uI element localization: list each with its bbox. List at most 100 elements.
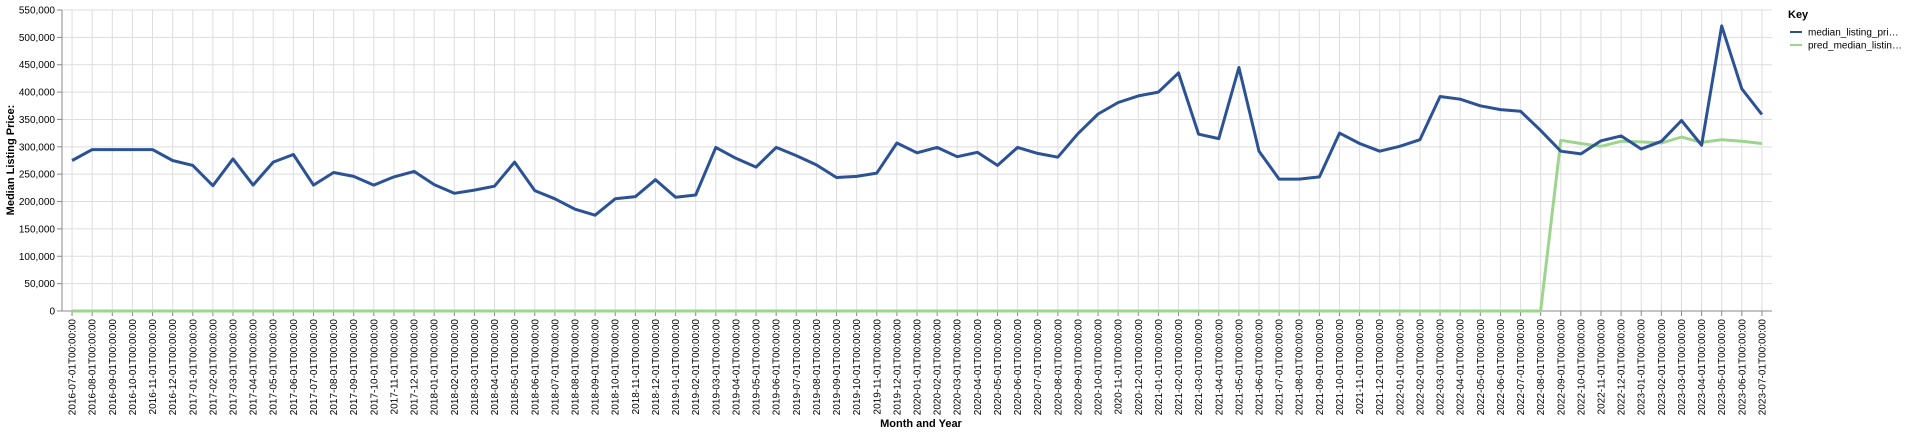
x-tick-label: 2016-09-01T00:00:00 — [108, 319, 119, 416]
x-tick-label: 2021-10-01T00:00:00 — [1335, 319, 1346, 416]
legend-label: median_listing_pri… — [1808, 28, 1899, 39]
x-tick-label: 2022-10-01T00:00:00 — [1576, 319, 1587, 416]
x-tick-label: 2020-08-01T00:00:00 — [1053, 319, 1064, 416]
x-tick-label: 2020-01-01T00:00:00 — [913, 319, 924, 416]
x-tick-label: 2019-07-01T00:00:00 — [792, 319, 803, 416]
y-tick-label: 150,000 — [19, 224, 56, 235]
x-tick-label: 2020-03-01T00:00:00 — [953, 319, 964, 416]
x-tick-label: 2020-07-01T00:00:00 — [1033, 319, 1044, 416]
x-tick-label: 2022-08-01T00:00:00 — [1536, 319, 1547, 416]
x-tick-label: 2019-11-01T00:00:00 — [872, 319, 883, 415]
x-tick-label: 2020-02-01T00:00:00 — [933, 319, 944, 416]
x-tick-label: 2021-08-01T00:00:00 — [1295, 319, 1306, 416]
x-tick-label: 2020-10-01T00:00:00 — [1094, 319, 1105, 416]
x-tick-label: 2019-10-01T00:00:00 — [852, 319, 863, 416]
x-axis-title: Month and Year — [880, 418, 962, 430]
x-tick-label: 2023-05-01T00:00:00 — [1717, 319, 1728, 416]
y-tick-label: 450,000 — [19, 60, 56, 71]
x-tick-label: 2017-11-01T00:00:00 — [389, 319, 400, 415]
x-tick-label: 2023-01-01T00:00:00 — [1637, 319, 1648, 416]
x-tick-label: 2021-06-01T00:00:00 — [1255, 319, 1266, 416]
y-tick-label: 400,000 — [19, 88, 56, 99]
x-tick-label: 2021-07-01T00:00:00 — [1275, 319, 1286, 416]
x-tick-label: 2022-07-01T00:00:00 — [1516, 319, 1527, 416]
x-tick-label: 2017-09-01T00:00:00 — [349, 319, 360, 416]
x-tick-label: 2022-01-01T00:00:00 — [1395, 319, 1406, 416]
x-tick-label: 2019-05-01T00:00:00 — [752, 319, 763, 416]
x-tick-label: 2020-12-01T00:00:00 — [1134, 319, 1145, 416]
x-tick-label: 2016-10-01T00:00:00 — [128, 319, 139, 416]
x-tick-label: 2020-06-01T00:00:00 — [1013, 319, 1024, 416]
x-tick-label: 2020-11-01T00:00:00 — [1114, 319, 1125, 415]
x-tick-label: 2021-02-01T00:00:00 — [1174, 319, 1185, 416]
x-tick-label: 2019-01-01T00:00:00 — [671, 319, 682, 416]
x-tick-label: 2021-12-01T00:00:00 — [1375, 319, 1386, 416]
x-tick-label: 2019-08-01T00:00:00 — [812, 319, 823, 416]
x-tick-label: 2021-11-01T00:00:00 — [1355, 319, 1366, 415]
x-tick-label: 2022-12-01T00:00:00 — [1617, 319, 1628, 416]
y-tick-label: 0 — [49, 307, 55, 318]
y-tick-label: 500,000 — [19, 33, 56, 44]
x-tick-label: 2021-04-01T00:00:00 — [1214, 319, 1225, 416]
x-tick-label: 2018-01-01T00:00:00 — [430, 319, 441, 416]
x-tick-label: 2017-03-01T00:00:00 — [229, 319, 240, 416]
x-tick-label: 2017-05-01T00:00:00 — [269, 319, 280, 416]
y-tick-label: 200,000 — [19, 197, 56, 208]
x-tick-label: 2023-02-01T00:00:00 — [1657, 319, 1668, 416]
x-tick-label: 2019-03-01T00:00:00 — [711, 319, 722, 416]
y-tick-label: 100,000 — [19, 252, 56, 263]
x-tick-label: 2017-08-01T00:00:00 — [329, 319, 340, 416]
series-line-0 — [71, 24, 1764, 217]
x-tick-label: 2021-01-01T00:00:00 — [1154, 319, 1165, 416]
x-tick-label: 2017-12-01T00:00:00 — [410, 319, 421, 416]
y-tick-label: 350,000 — [19, 115, 56, 126]
y-axis-title: Median Listing Price: — [5, 105, 17, 216]
x-tick-label: 2018-05-01T00:00:00 — [510, 319, 521, 416]
x-tick-label: 2017-04-01T00:00:00 — [249, 319, 260, 416]
y-axis: 0 50,000 100,000 150,000 200,000 250,000 300,0… — [19, 6, 63, 318]
series-line-1 — [72, 135, 1763, 313]
x-tick-label: 2018-10-01T00:00:00 — [611, 319, 622, 416]
x-tick-label: 2016-07-01T00:00:00 — [68, 319, 79, 416]
x-tick-label: 2020-05-01T00:00:00 — [993, 319, 1004, 416]
x-tick-label: 2018-04-01T00:00:00 — [490, 319, 501, 416]
x-tick-label: 2018-07-01T00:00:00 — [550, 319, 561, 416]
x-tick-label: 2023-03-01T00:00:00 — [1677, 319, 1688, 416]
x-tick-label: 2022-04-01T00:00:00 — [1456, 319, 1467, 416]
x-tick-label: 2019-12-01T00:00:00 — [892, 319, 903, 416]
x-tick-label: 2019-04-01T00:00:00 — [731, 319, 742, 416]
y-tick-label: 50,000 — [24, 279, 55, 290]
grid-lines — [62, 9, 1772, 312]
x-tick-label: 2018-08-01T00:00:00 — [571, 319, 582, 416]
x-tick-label: 2018-09-01T00:00:00 — [591, 319, 602, 416]
x-tick-label: 2022-05-01T00:00:00 — [1476, 319, 1487, 416]
x-tick-label: 2017-10-01T00:00:00 — [369, 319, 380, 416]
x-tick-label: 2017-02-01T00:00:00 — [208, 319, 219, 416]
x-tick-label: 2017-01-01T00:00:00 — [188, 319, 199, 416]
x-tick-label: 2023-07-01T00:00:00 — [1757, 319, 1768, 416]
legend: Key median_listing_pri… pred_median_listi… — [1788, 9, 1902, 52]
x-tick-label: 2022-02-01T00:00:00 — [1415, 319, 1426, 416]
x-tick-label: 2021-03-01T00:00:00 — [1194, 319, 1205, 416]
x-tick-label: 2019-06-01T00:00:00 — [772, 319, 783, 416]
x-tick-label: 2016-08-01T00:00:00 — [88, 319, 99, 416]
x-tick-label: 2018-06-01T00:00:00 — [530, 319, 541, 416]
x-tick-label: 2018-03-01T00:00:00 — [470, 319, 481, 416]
x-tick-label: 2022-06-01T00:00:00 — [1496, 319, 1507, 416]
x-tick-label: 2018-12-01T00:00:00 — [651, 319, 662, 416]
x-tick-label: 2019-09-01T00:00:00 — [832, 319, 843, 416]
y-tick-label: 250,000 — [19, 170, 56, 181]
x-tick-label: 2022-03-01T00:00:00 — [1436, 319, 1447, 416]
x-tick-label: 2020-09-01T00:00:00 — [1073, 319, 1084, 416]
y-tick-label: 300,000 — [19, 142, 56, 153]
x-tick-label: 2020-04-01T00:00:00 — [973, 319, 984, 416]
x-tick-label: 2017-06-01T00:00:00 — [289, 319, 300, 416]
x-tick-label: 2021-09-01T00:00:00 — [1315, 319, 1326, 416]
x-tick-label: 2017-07-01T00:00:00 — [309, 319, 320, 416]
x-tick-label: 2019-02-01T00:00:00 — [691, 319, 702, 416]
legend-title: Key — [1788, 9, 1809, 21]
x-tick-label: 2016-11-01T00:00:00 — [148, 319, 159, 415]
x-tick-label: 2022-11-01T00:00:00 — [1597, 319, 1608, 415]
x-tick-label: 2021-05-01T00:00:00 — [1234, 319, 1245, 416]
